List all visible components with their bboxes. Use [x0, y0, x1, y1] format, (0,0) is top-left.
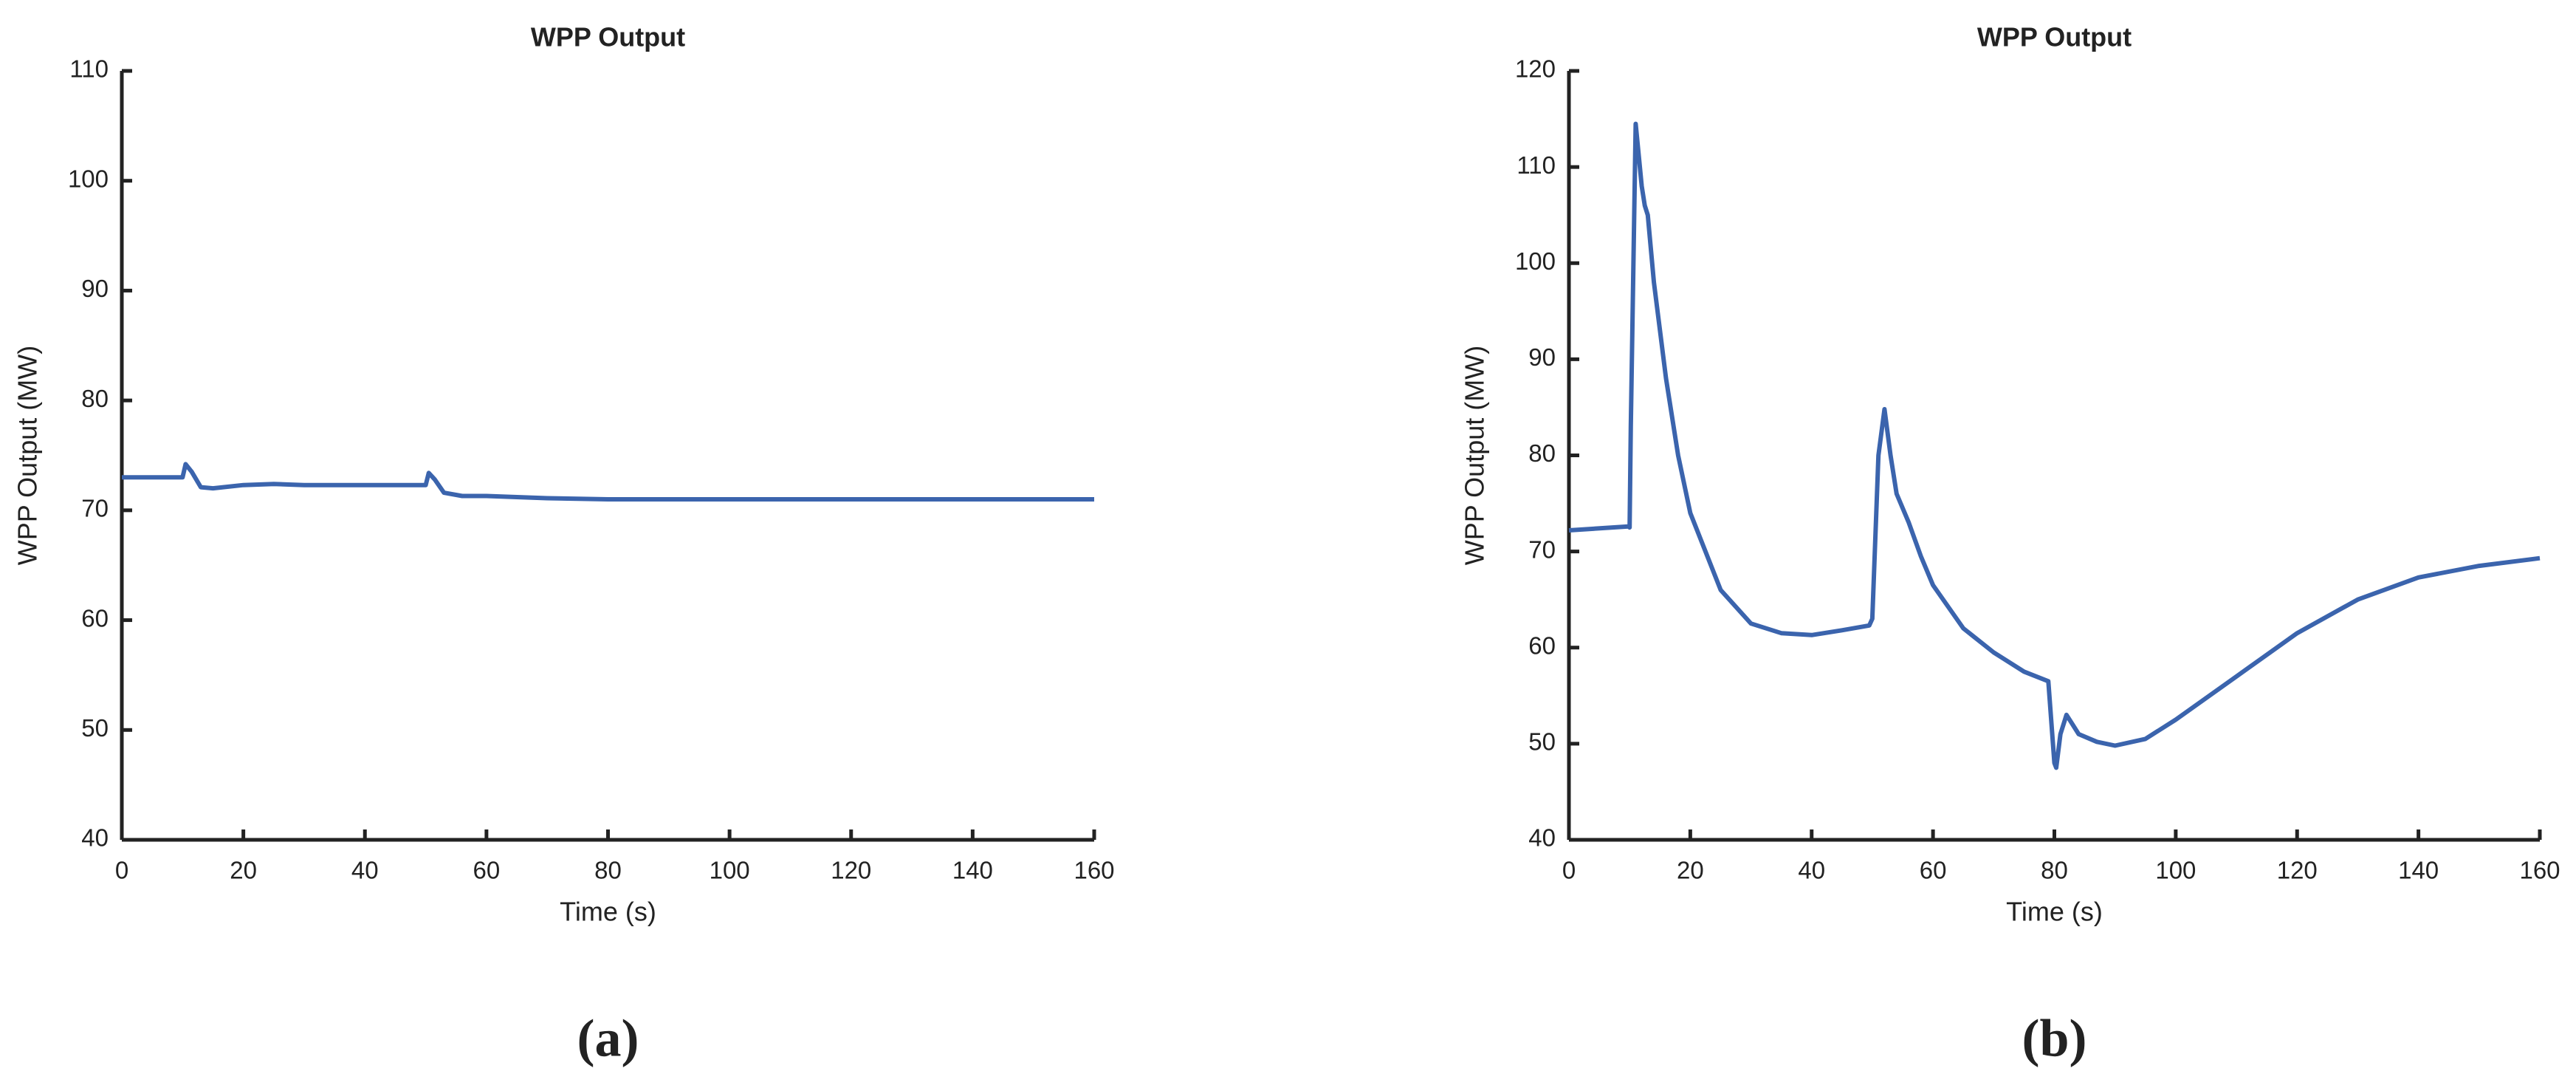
x-tick-label: 0 [115, 857, 128, 884]
chart-title: WPP Output [1977, 22, 2132, 52]
y-tick-label: 110 [1517, 151, 1556, 179]
y-tick-label: 70 [81, 495, 109, 522]
caption: (a) [577, 1009, 639, 1068]
y-tick-label: 80 [1528, 439, 1556, 467]
y-axis-label: WPP Output (MW) [1460, 346, 1490, 565]
x-tick-label: 100 [710, 857, 750, 884]
y-tick-label: 100 [68, 165, 109, 192]
y-tick-label: 70 [1528, 536, 1556, 563]
x-tick-label: 0 [1562, 857, 1576, 884]
y-tick-label: 80 [81, 385, 109, 412]
x-tick-label: 120 [831, 857, 871, 884]
y-tick-label: 60 [81, 604, 109, 632]
y-tick-label: 50 [1528, 728, 1556, 756]
y-axis-label: WPP Output (MW) [13, 346, 43, 565]
chart-title: WPP Output [531, 22, 685, 52]
y-tick-label: 110 [69, 55, 109, 83]
x-axis-label: Time (s) [560, 897, 656, 927]
x-axis-label: Time (s) [2006, 897, 2103, 927]
x-tick-label: 80 [594, 857, 622, 884]
x-tick-label: 120 [2277, 857, 2318, 884]
data-line [122, 462, 1094, 502]
x-tick-label: 20 [230, 857, 257, 884]
x-tick-label: 40 [351, 857, 379, 884]
y-tick-label: 90 [81, 275, 109, 302]
y-tick-label: 60 [1528, 632, 1556, 659]
x-tick-label: 80 [2041, 857, 2068, 884]
x-tick-label: 20 [1677, 857, 1704, 884]
y-tick-label: 50 [81, 714, 109, 742]
y-tick-label: 40 [81, 824, 109, 852]
x-tick-label: 140 [2398, 857, 2439, 884]
data-line [1568, 121, 2541, 770]
x-tick-label: 160 [2519, 857, 2560, 884]
y-tick-label: 100 [1515, 247, 1556, 275]
y-tick-label: 90 [1528, 343, 1556, 371]
y-tick-label: 40 [1528, 824, 1556, 852]
y-tick-label: 120 [1515, 55, 1556, 83]
x-tick-label: 60 [473, 857, 501, 884]
caption: (b) [2022, 1009, 2087, 1068]
x-tick-label: 100 [2155, 857, 2196, 884]
x-tick-label: 40 [1798, 857, 1825, 884]
x-tick-label: 140 [952, 857, 993, 884]
x-tick-label: 60 [1920, 857, 1947, 884]
x-tick-label: 160 [1074, 857, 1114, 884]
